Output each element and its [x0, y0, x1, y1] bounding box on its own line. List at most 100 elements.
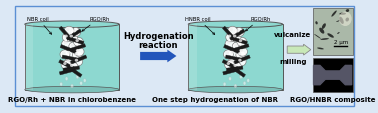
Ellipse shape [225, 52, 229, 55]
Ellipse shape [63, 62, 67, 65]
Ellipse shape [236, 58, 246, 66]
Text: milling: milling [279, 59, 307, 65]
Ellipse shape [346, 10, 349, 13]
Ellipse shape [223, 50, 233, 59]
Ellipse shape [62, 52, 65, 55]
Ellipse shape [339, 18, 344, 25]
Ellipse shape [67, 51, 71, 54]
Ellipse shape [74, 48, 84, 57]
Ellipse shape [236, 30, 240, 33]
Text: vulcanize: vulcanize [274, 32, 311, 38]
Ellipse shape [73, 51, 82, 60]
Text: 2 μm: 2 μm [334, 40, 348, 45]
FancyArrow shape [140, 50, 177, 63]
Ellipse shape [75, 40, 79, 43]
Ellipse shape [223, 83, 226, 86]
Ellipse shape [234, 64, 237, 67]
Ellipse shape [84, 79, 86, 83]
Ellipse shape [67, 60, 70, 63]
Ellipse shape [66, 29, 70, 32]
Ellipse shape [65, 58, 74, 67]
Ellipse shape [319, 28, 324, 34]
Ellipse shape [327, 34, 334, 38]
Ellipse shape [317, 48, 324, 50]
Bar [222, 27, 236, 41]
Ellipse shape [234, 44, 238, 47]
Ellipse shape [233, 35, 237, 38]
Ellipse shape [226, 62, 230, 65]
Ellipse shape [339, 13, 346, 16]
Bar [226, 66, 243, 72]
Ellipse shape [229, 29, 233, 32]
Bar [25, 25, 33, 90]
Ellipse shape [345, 18, 349, 22]
FancyArrow shape [287, 45, 311, 56]
Text: RGO/Rh + NBR in chlorobenzene: RGO/Rh + NBR in chlorobenzene [8, 97, 136, 102]
Ellipse shape [61, 61, 71, 70]
Ellipse shape [76, 49, 80, 52]
Bar [313, 9, 353, 56]
Text: NBR coil: NBR coil [26, 16, 51, 35]
Bar [66, 30, 82, 41]
Bar [229, 30, 245, 41]
Ellipse shape [65, 77, 68, 81]
Polygon shape [313, 66, 352, 85]
Ellipse shape [70, 35, 73, 38]
Ellipse shape [74, 53, 78, 56]
Ellipse shape [73, 38, 84, 47]
Bar [223, 45, 240, 54]
Ellipse shape [69, 43, 79, 52]
Ellipse shape [240, 49, 243, 52]
Ellipse shape [228, 27, 237, 36]
Ellipse shape [64, 35, 68, 38]
Ellipse shape [231, 34, 241, 42]
Ellipse shape [188, 87, 283, 93]
Ellipse shape [321, 39, 329, 41]
Text: reaction: reaction [138, 40, 178, 49]
Bar [25, 25, 119, 90]
Bar [231, 37, 248, 45]
Ellipse shape [228, 35, 231, 38]
Ellipse shape [226, 34, 236, 42]
Bar [232, 44, 249, 52]
Ellipse shape [231, 51, 234, 54]
Ellipse shape [232, 43, 242, 52]
Ellipse shape [231, 63, 242, 72]
Text: One step hydrogenation of NBR: One step hydrogenation of NBR [152, 97, 277, 102]
Bar [223, 68, 239, 75]
Ellipse shape [339, 12, 352, 27]
Ellipse shape [315, 22, 318, 25]
Text: RGO/Rh: RGO/Rh [82, 16, 110, 32]
Ellipse shape [71, 84, 73, 88]
Bar [63, 66, 79, 72]
Bar [59, 60, 74, 70]
Ellipse shape [238, 53, 241, 56]
Ellipse shape [238, 59, 242, 62]
Ellipse shape [25, 22, 119, 28]
Bar [59, 68, 76, 75]
Bar [68, 37, 84, 45]
Ellipse shape [71, 44, 74, 47]
Ellipse shape [75, 59, 78, 62]
Ellipse shape [228, 58, 238, 67]
Ellipse shape [230, 60, 234, 63]
Ellipse shape [337, 33, 339, 35]
Ellipse shape [314, 35, 321, 39]
Ellipse shape [71, 28, 81, 37]
Ellipse shape [64, 42, 67, 45]
Bar [62, 55, 79, 62]
Bar [313, 58, 353, 93]
Ellipse shape [65, 50, 75, 59]
Text: Hydrogenation: Hydrogenation [123, 31, 194, 40]
Ellipse shape [239, 40, 242, 43]
Ellipse shape [234, 28, 244, 37]
Ellipse shape [234, 84, 237, 88]
Bar [230, 66, 246, 78]
Bar [188, 25, 197, 90]
Ellipse shape [336, 21, 340, 23]
Text: RGO/Rh: RGO/Rh [245, 16, 271, 32]
Bar [225, 55, 242, 62]
Bar [234, 55, 250, 65]
Bar [71, 55, 87, 65]
Bar [69, 44, 86, 52]
